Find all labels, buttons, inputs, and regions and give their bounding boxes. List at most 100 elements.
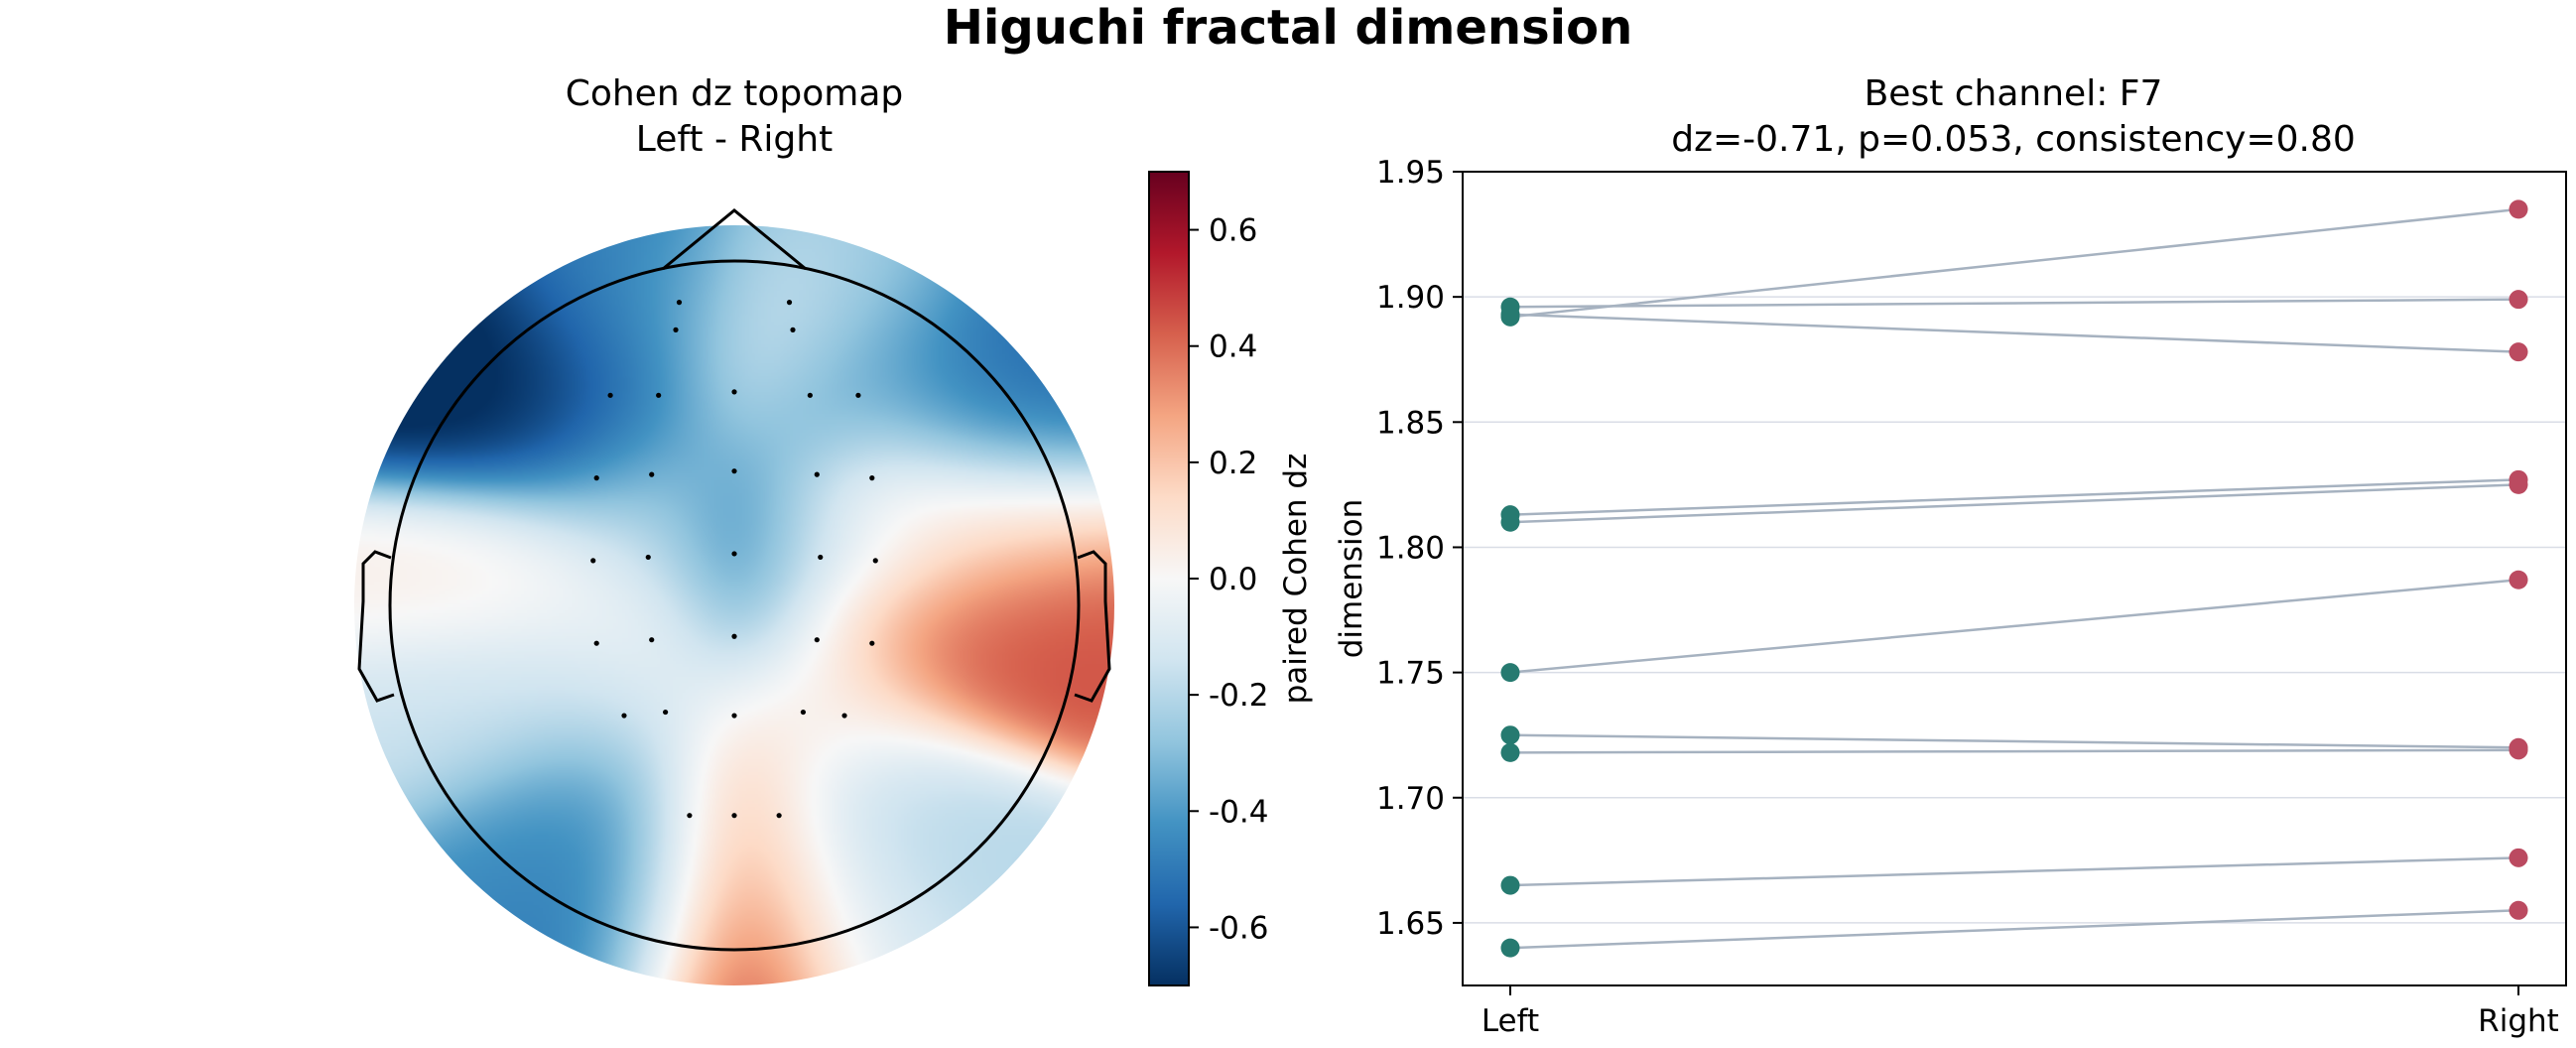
sensor-dot <box>645 554 651 561</box>
nose-icon <box>662 208 807 271</box>
paired-panel: Best channel: F7 dz=-0.71, p=0.053, cons… <box>1334 73 2567 1039</box>
left-ear-icon <box>357 550 395 703</box>
figure-title: Higuchi fractal dimension <box>944 0 1633 56</box>
right-point <box>2509 342 2528 362</box>
colorbar-tick-label: -0.2 <box>1209 678 1269 714</box>
pair-line <box>1509 478 2519 516</box>
colorbar-tick-label: 0.0 <box>1209 562 1257 597</box>
sensor-dot <box>687 813 693 819</box>
sensor-dot <box>841 713 847 719</box>
plot-frame <box>1462 171 2567 986</box>
colorbar-tick-label: -0.4 <box>1209 794 1269 830</box>
right-point <box>2509 290 2528 310</box>
sensor-dot <box>590 558 596 564</box>
x-tick-label: Right <box>2478 1003 2559 1039</box>
colorbar-tick-label: 0.4 <box>1209 329 1257 365</box>
sensor-dot <box>676 300 683 306</box>
right-point <box>2509 740 2528 760</box>
sensor-dot <box>731 551 737 557</box>
sensor-dot <box>593 640 599 646</box>
y-tick-label: 1.70 <box>1376 781 1445 817</box>
sensor-dot <box>786 300 793 306</box>
y-axis-label: dimension <box>1334 499 1369 659</box>
pair-line <box>1509 207 2519 319</box>
colorbar-tick-label: 0.2 <box>1209 446 1257 481</box>
sensor-dot <box>607 392 613 398</box>
left-point <box>1500 512 1520 532</box>
y-tick-label: 1.85 <box>1376 405 1445 441</box>
sensor-dot <box>731 633 737 639</box>
y-tick-label: 1.65 <box>1376 906 1445 942</box>
sensor-dot <box>818 554 824 561</box>
sensor-dot <box>731 468 737 474</box>
colorbar-tick-label: 0.6 <box>1209 213 1257 249</box>
x-tick-label: Left <box>1481 1003 1539 1039</box>
right-point <box>2509 570 2528 590</box>
sensor-dot <box>731 813 737 819</box>
colorbar: 0.6 0.4 0.2 0.0 -0.2 -0.4 -0.6 paired Cohen dz <box>1148 171 1314 986</box>
pair-line <box>1509 733 2519 749</box>
left-point <box>1500 742 1520 762</box>
sensor-dot <box>621 713 627 719</box>
sensor-dot <box>649 471 655 477</box>
y-tick-label: 1.75 <box>1376 656 1445 692</box>
pair-lines <box>1509 207 2519 950</box>
sensor-dot <box>869 475 875 481</box>
left-point <box>1500 938 1520 958</box>
x-axis-ticks: Left Right <box>1481 985 2559 1039</box>
sensor-dot <box>663 709 669 716</box>
pair-points <box>1500 199 2528 958</box>
pair-line <box>1509 856 2519 887</box>
sensor-dot <box>872 558 878 564</box>
left-point <box>1500 663 1520 683</box>
right-ear-icon <box>1074 550 1111 703</box>
topomap-heatmap <box>354 225 1114 985</box>
colorbar-tick-label: -0.6 <box>1209 910 1269 946</box>
sensor-dot <box>814 637 820 643</box>
topomap-title-line1: Cohen dz topomap <box>566 73 904 114</box>
topomap-image <box>354 225 1114 985</box>
pair-line <box>1509 909 2519 950</box>
sensor-dot <box>593 475 599 481</box>
right-point <box>2509 900 2528 920</box>
y-tick-label: 1.90 <box>1376 280 1445 316</box>
topomap-title-line2: Left - Right <box>636 119 833 160</box>
sensor-dot <box>814 471 820 477</box>
sensor-dot <box>869 640 875 646</box>
sensor-dot <box>800 709 807 716</box>
pair-line <box>1509 298 2519 309</box>
pair-line <box>1509 483 2519 524</box>
paired-title-line1: Best channel: F7 <box>1865 73 2163 114</box>
sensor-dot <box>790 327 796 332</box>
topomap-panel: Cohen dz topomap Left - Right 0.60.40.20… <box>354 73 1314 986</box>
colorbar-gradient <box>1148 171 1190 986</box>
pair-line <box>1509 748 2519 754</box>
pair-line <box>1509 579 2519 674</box>
head-circle <box>388 259 1081 952</box>
sensor-dot <box>776 813 782 819</box>
left-point <box>1500 725 1520 745</box>
colorbar-ticks: 0.6 0.4 0.2 0.0 -0.2 -0.4 -0.6 <box>1189 213 1269 946</box>
sensor-dot <box>656 392 662 398</box>
sensor-dot <box>673 327 679 332</box>
head-outline <box>357 208 1111 952</box>
right-point <box>2509 474 2528 494</box>
left-point <box>1500 875 1520 895</box>
y-gridlines <box>1463 171 2566 924</box>
paired-title-line2: dz=-0.71, p=0.053, consistency=0.80 <box>1671 119 2356 160</box>
sensor-dot <box>731 713 737 719</box>
sensor-dot <box>649 637 655 643</box>
sensor-dot <box>855 392 861 398</box>
sensor-markers <box>590 300 878 819</box>
pair-line <box>1509 313 2519 353</box>
y-tick-label: 1.80 <box>1376 530 1445 566</box>
sensor-dot <box>807 392 813 398</box>
right-point <box>2509 848 2528 867</box>
y-axis-ticks: 1.65 1.70 1.75 1.80 1.85 1.90 1.95 <box>1376 155 1463 942</box>
right-point <box>2509 199 2528 219</box>
colorbar-label: paired Cohen dz <box>1278 454 1314 705</box>
left-point <box>1500 305 1520 325</box>
y-tick-label: 1.95 <box>1376 155 1445 191</box>
sensor-dot <box>731 389 737 395</box>
